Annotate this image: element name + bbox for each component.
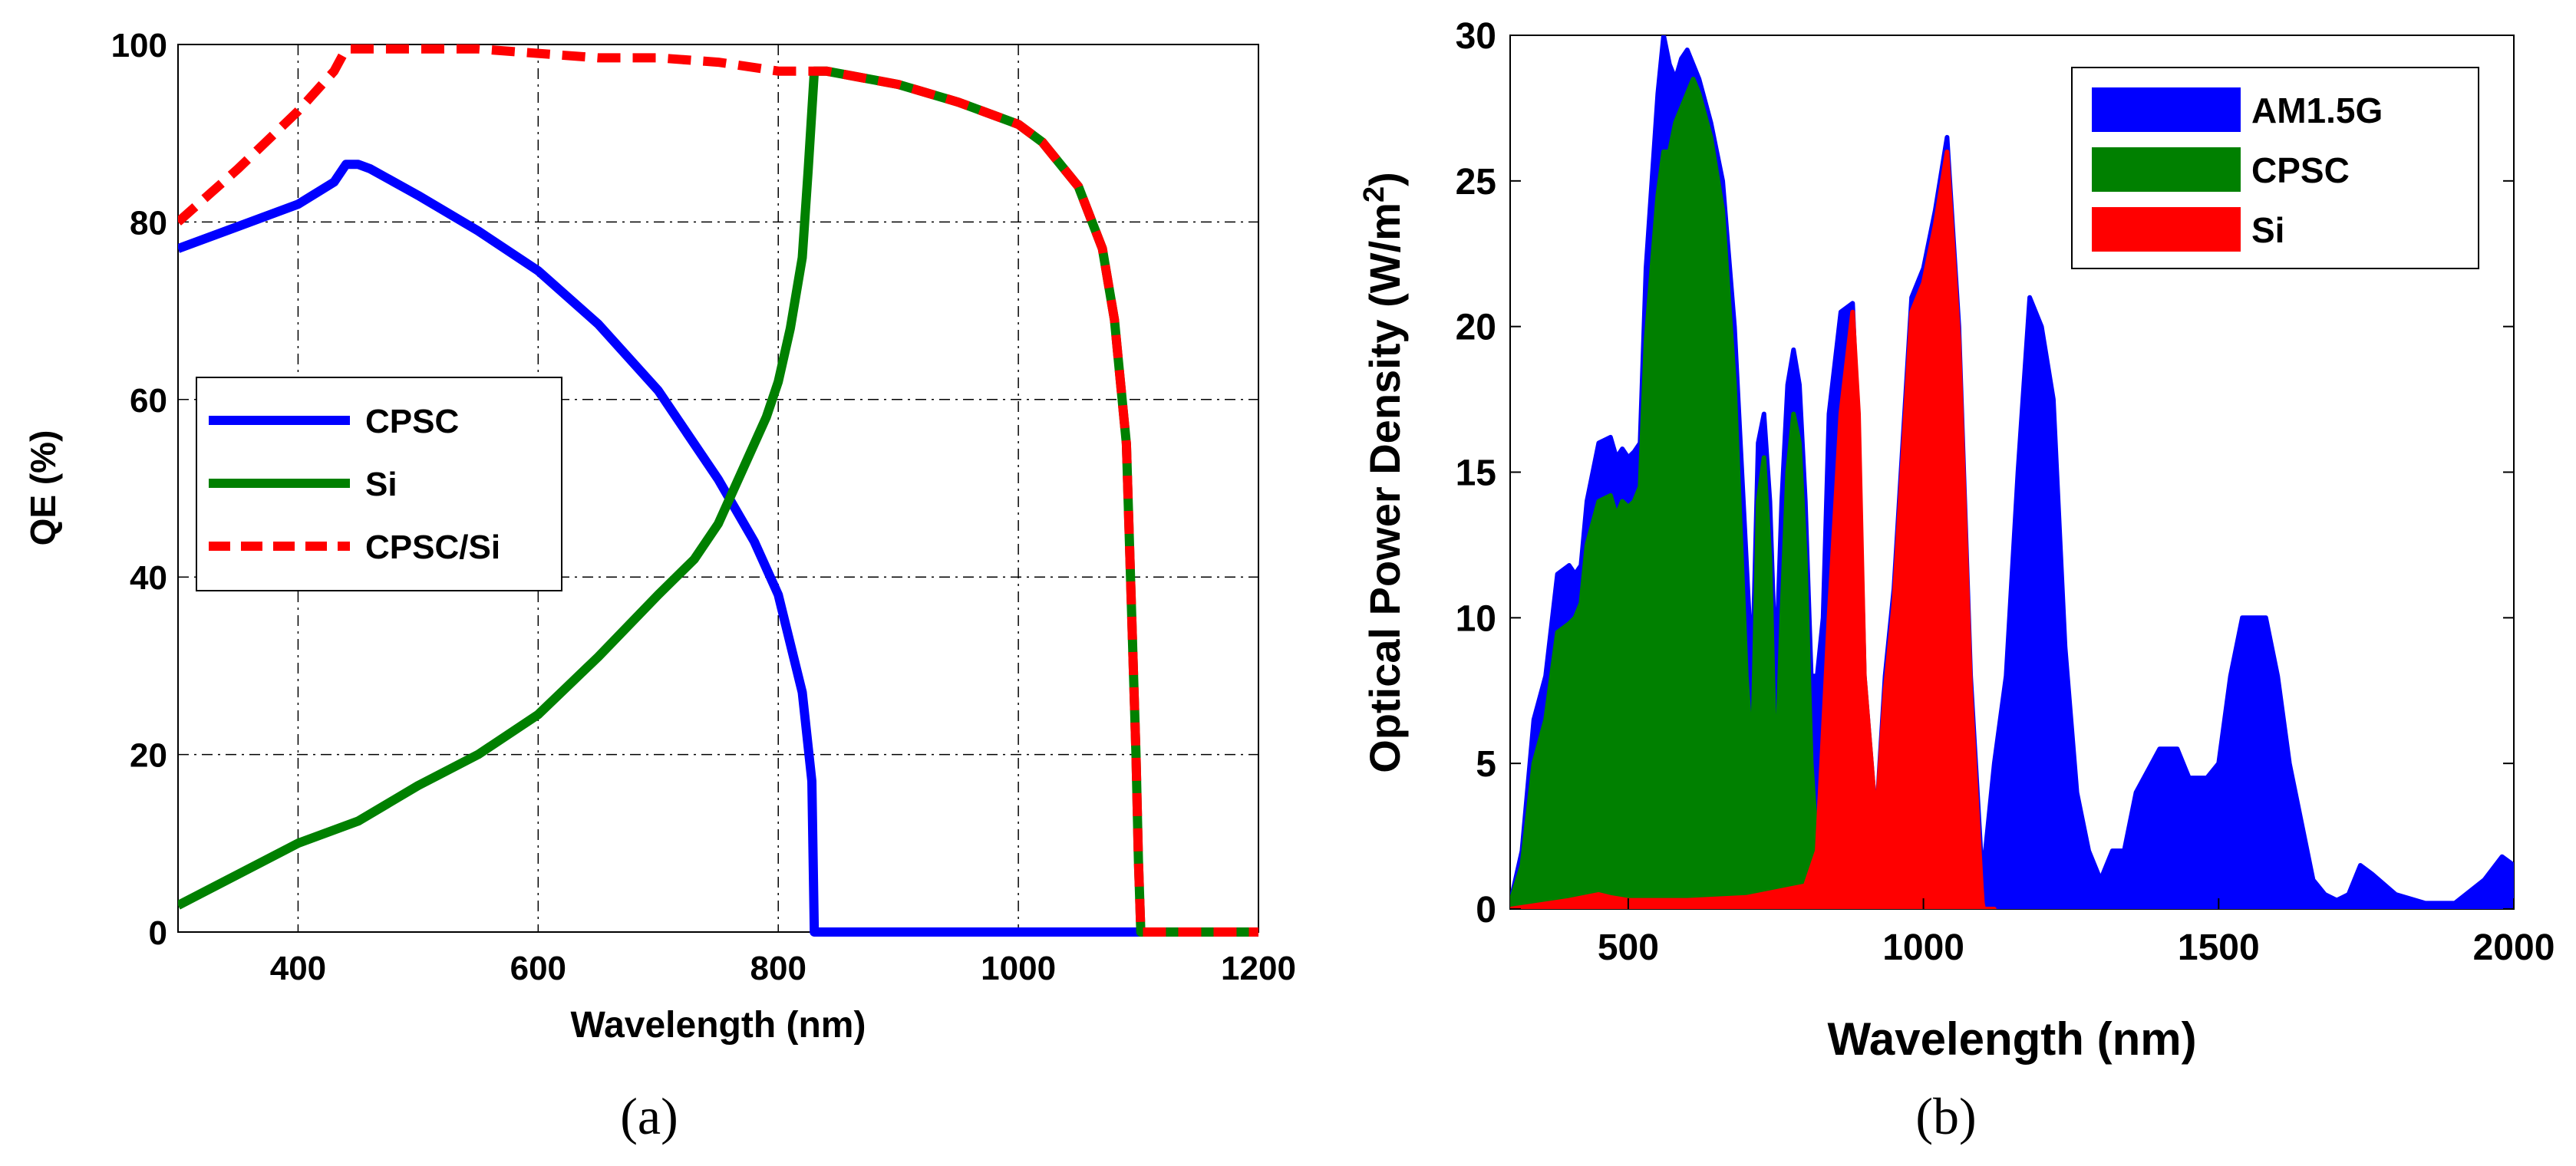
chart-b-series <box>1510 35 2514 909</box>
legend-a-cpsc-label: CPSC <box>365 403 459 440</box>
tick-a-x-400: 400 <box>270 950 326 987</box>
legend-b-cpsc-label: CPSC <box>2251 150 2350 190</box>
legend-b-am15g-label: AM1.5G <box>2251 91 2383 130</box>
tick-a-x-1000: 1000 <box>981 950 1056 987</box>
chart-a-xlabel: Wavelength (nm) <box>571 1005 866 1046</box>
tick-a-x-1200: 1200 <box>1221 950 1296 987</box>
legend-b-cpsc-swatch <box>2092 147 2241 192</box>
tick-a-y-80: 80 <box>130 204 167 242</box>
chart-a-legend: CPSC Si CPSC/Si <box>196 377 562 591</box>
tick-b-x-2000: 2000 <box>2473 927 2555 968</box>
chart-b-xlabel: Wavelength (nm) <box>1827 1013 2196 1065</box>
chart-b-ticks: 500 1000 1500 2000 0 5 10 15 20 25 30 <box>1456 16 2555 968</box>
tick-b-y-15: 15 <box>1456 453 1496 494</box>
tick-a-y-20: 20 <box>130 737 167 775</box>
chart-b-ylabel-sup: 2 <box>1358 186 1390 203</box>
chart-b-ylabel: Optical Power Density (W/m2) <box>1358 172 1409 773</box>
chart-a-series <box>178 44 1258 937</box>
tick-a-y-0: 0 <box>149 914 167 952</box>
chart-b-caption: (b) <box>1915 1087 1976 1145</box>
tick-a-y-100: 100 <box>111 27 167 64</box>
tick-b-y-30: 30 <box>1456 16 1496 57</box>
chart-a-caption: (a) <box>620 1087 678 1145</box>
tick-a-y-40: 40 <box>130 559 167 597</box>
tick-b-x-1500: 1500 <box>2178 927 2260 968</box>
tick-b-x-500: 500 <box>1598 927 1659 968</box>
chart-a-ylabel: QE (%) <box>23 430 63 546</box>
chart-b-legend: AM1.5G CPSC Si <box>2071 67 2479 269</box>
tick-b-y-10: 10 <box>1456 598 1496 639</box>
chart-b: 500 1000 1500 2000 0 5 10 15 20 25 30 Wavelength (… <box>1358 16 2555 1145</box>
tick-b-y-25: 25 <box>1456 162 1496 203</box>
chart-a: 400 600 800 1000 1200 0 20 40 60 80 100 Wavelength… <box>23 27 1296 1145</box>
chart-a-ticks: 400 600 800 1000 1200 0 20 40 60 80 100 <box>111 27 1296 987</box>
series-b-cpsc <box>1510 77 1826 909</box>
tick-b-y-0: 0 <box>1476 890 1496 930</box>
tick-b-y-5: 5 <box>1476 744 1496 785</box>
tick-b-y-20: 20 <box>1456 308 1496 348</box>
tick-a-x-800: 800 <box>750 950 806 987</box>
tick-a-y-60: 60 <box>130 382 167 420</box>
legend-b-si-swatch <box>2092 207 2241 252</box>
chart-b-ylabel-main: Optical Power Density (W/m <box>1361 203 1409 773</box>
chart-a-grid <box>178 44 1258 932</box>
chart-b-ylabel-end: ) <box>1361 172 1409 186</box>
series-a-cpsc-si <box>178 44 1258 937</box>
legend-a-si-label: Si <box>365 466 397 503</box>
legend-b-am15g-swatch <box>2092 87 2241 132</box>
legend-b-si-label: Si <box>2251 210 2284 250</box>
tick-b-x-1000: 1000 <box>1882 927 1964 968</box>
series-b-si <box>1510 149 1997 909</box>
legend-a-cpsc-si-label: CPSC/Si <box>365 529 500 566</box>
chart-a-legend-box <box>196 377 562 591</box>
series-a-cpsc <box>178 160 1258 937</box>
tick-a-x-600: 600 <box>510 950 566 987</box>
